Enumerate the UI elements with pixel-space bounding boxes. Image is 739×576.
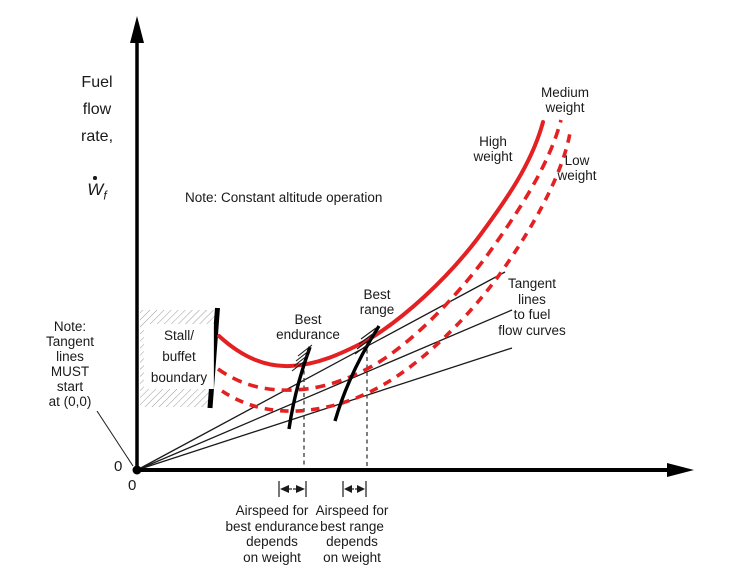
constant-altitude-note: Note: Constant altitude operation [185,190,383,205]
low-weight-label: Low weight [557,153,597,183]
best-range-label: Best range [359,287,395,317]
y-axis-label: Fuel flow rate, Wf [81,42,113,231]
stall-buffet-label: Stall/ buffet boundary [143,324,215,389]
best-range-locus-line [333,325,381,422]
fuel-flow-symbol: Wf [81,176,113,204]
origin-zero-x: 0 [128,477,137,494]
tangent-lines-label: Tangent lines to fuel flow curves [498,276,566,338]
best-endurance-hatch-ticks [291,344,313,372]
overdot-icon [93,176,97,180]
medium-weight-label: Medium weight [540,85,590,115]
tangent-origin-note: Note: Tangent lines MUST start at (0,0) [45,319,95,409]
high-weight-curve [217,120,545,369]
range-speed-range-marker [342,481,367,497]
best-endurance-label: Best endurance [276,312,340,342]
low-weight-curve [221,132,572,413]
best-range-hatch-ticks [354,327,377,355]
origin-dot [132,465,142,475]
airspeed-endurance-note: Airspeed for best endurance depends on w… [225,503,319,565]
airspeed-range-note: Airspeed for best range depends on weigh… [315,503,389,565]
medium-weight-curve [216,119,563,392]
tangent-line-medium-weight [136,309,513,471]
x-axis-arrowhead [667,463,694,477]
endurance-speed-range-marker [278,481,307,497]
tangent-line-low-weight [136,347,513,471]
origin-zero-y: 0 [114,458,123,475]
y-axis-arrowhead [130,16,144,43]
high-weight-label: High weight [473,134,513,164]
note-leader-line [96,410,134,467]
y-axis-label-text: Fuel flow rate, [80,74,114,145]
